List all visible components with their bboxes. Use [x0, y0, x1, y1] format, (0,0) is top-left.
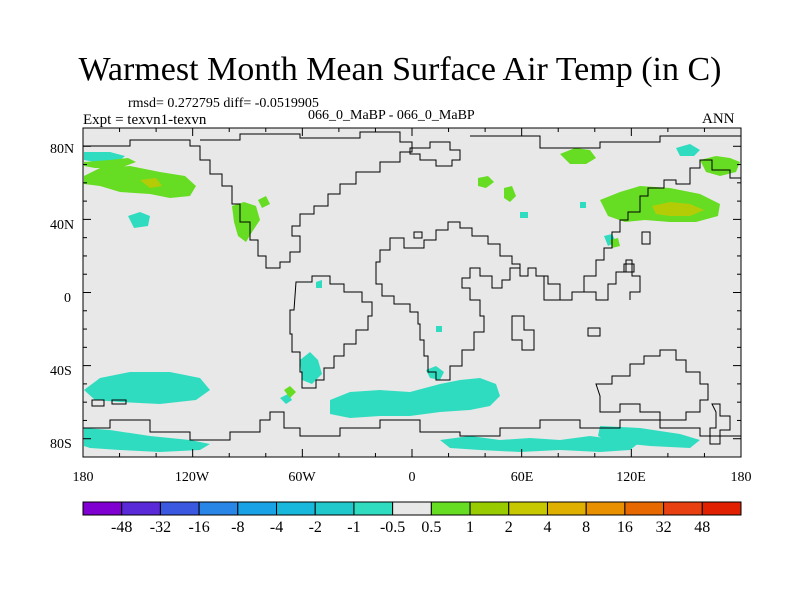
lon-label: 120E — [616, 470, 646, 485]
colorbar-swatch — [585, 501, 626, 516]
cold-anomaly-patch — [520, 212, 528, 218]
lat-label: 80N — [50, 142, 74, 157]
warm-anomaly-patch — [84, 158, 136, 168]
colorbar-swatch — [624, 501, 665, 516]
coastline-greenland — [409, 141, 461, 167]
coastline-australia — [595, 349, 709, 421]
lon-label: 180 — [73, 470, 94, 485]
cold-anomaly-patch — [426, 366, 444, 380]
lon-label: 60E — [511, 470, 534, 485]
latitude-labels: 80N 40N 0 40S 80S — [50, 142, 74, 452]
cold-anomaly-patch — [300, 352, 322, 384]
strong-warm-anomaly-patch — [140, 178, 162, 188]
colorbar-swatch — [121, 501, 161, 516]
colorbar-swatch — [701, 501, 742, 516]
strong-warm-anomaly-patch — [652, 202, 704, 216]
colorbar: -48 -32 -16 -8 -4 -2 -1 -0.5 0.5 1 2 4 8 16 32 48 — [82, 501, 742, 536]
warm-anomaly-patch — [84, 166, 196, 198]
cold-anomaly-patch — [128, 212, 150, 228]
colorbar-label: -32 — [150, 519, 171, 536]
axis-ticks — [82, 127, 742, 458]
colorbar-swatch — [82, 501, 123, 516]
colorbar-swatch — [314, 501, 355, 516]
cold-anomaly-patch — [84, 428, 210, 452]
colorbar-label: 0.5 — [421, 519, 441, 536]
experiment-label: Expt = texvn1-texvn — [83, 112, 207, 128]
cold-anomaly-patch — [440, 436, 640, 452]
map-title: Warmest Month Mean Surface Air Temp (in … — [78, 51, 722, 88]
warm-anomaly-patch — [478, 176, 494, 188]
colorbar-label: 16 — [617, 519, 633, 536]
colorbar-label: 2 — [505, 519, 513, 536]
colorbar-swatch — [237, 501, 278, 516]
colorbar-swatch — [198, 501, 239, 516]
colorbar-swatch — [546, 501, 587, 516]
period-label: 066_0_MaBP - 066_0_MaBP — [308, 108, 475, 123]
colorbar-swatch — [353, 501, 394, 516]
lon-label: 180 — [731, 470, 752, 485]
colorbar-label: -48 — [111, 519, 132, 536]
stats-label: rmsd= 0.272795 diff= -0.0519905 — [128, 96, 319, 111]
negative-anomalies — [84, 144, 700, 452]
coastline-madagascar — [511, 315, 535, 351]
colorbar-label: -2 — [309, 519, 322, 536]
warm-anomaly-patch — [504, 186, 516, 202]
lon-label: 0 — [409, 470, 416, 485]
coastline-antarctica — [83, 411, 741, 441]
cold-anomaly-patch — [436, 326, 442, 332]
warm-anomaly-patch — [258, 196, 270, 208]
lon-label: 120W — [175, 470, 210, 485]
lat-label: 80S — [50, 437, 72, 452]
cold-anomaly-patch — [598, 426, 700, 448]
cold-anomaly-patch — [330, 378, 500, 418]
cold-anomaly-patch — [676, 144, 700, 156]
warm-anomaly-patch — [284, 386, 296, 398]
anomaly-fields — [84, 144, 740, 452]
colorbar-swatch — [663, 501, 703, 516]
lon-label: 60W — [288, 470, 316, 485]
colorbar-label: -8 — [231, 519, 244, 536]
coastline-north-america — [83, 131, 413, 269]
colorbar-swatch — [276, 501, 316, 516]
colorbar-label: -1 — [347, 519, 360, 536]
colorbar-swatch — [469, 501, 510, 516]
colorbar-label: -0.5 — [380, 519, 405, 536]
colorbar-swatch — [430, 501, 471, 516]
colorbar-label: -16 — [188, 519, 209, 536]
colorbar-swatch — [392, 501, 432, 516]
coastline-new-zealand — [709, 403, 731, 445]
cold-anomaly-patch — [316, 280, 322, 288]
lat-label: 0 — [64, 291, 71, 306]
coastline-south-america — [289, 275, 373, 389]
lat-label: 40S — [50, 364, 72, 379]
colorbar-label: -4 — [270, 519, 283, 536]
coastline-eurasia-africa — [375, 135, 741, 381]
coastline-small-islands — [91, 231, 651, 407]
season-label: ANN — [702, 111, 735, 127]
coastlines — [83, 131, 741, 445]
colorbar-label: 4 — [543, 519, 551, 536]
cold-anomaly-patch — [84, 372, 210, 404]
warm-anomaly-patch — [560, 148, 596, 164]
lat-label: 40N — [50, 218, 74, 233]
colorbar-label: 8 — [582, 519, 590, 536]
colorbar-label: 32 — [656, 519, 672, 536]
colorbar-swatch — [508, 501, 548, 516]
colorbar-swatch — [159, 501, 200, 516]
longitude-labels: 180 120W 60W 0 60E 120E 180 — [73, 470, 752, 485]
cold-anomaly-patch — [580, 202, 586, 208]
colorbar-label: 48 — [694, 519, 710, 536]
colorbar-label: 1 — [466, 519, 474, 536]
